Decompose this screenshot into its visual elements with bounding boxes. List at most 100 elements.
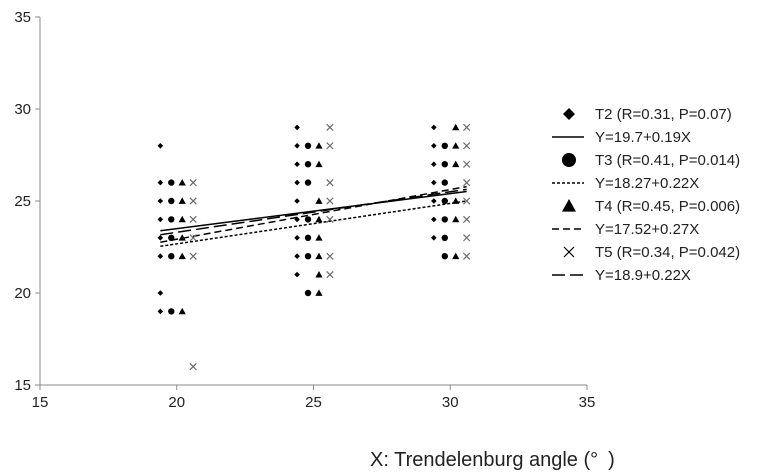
x-marker: [463, 123, 471, 132]
diamond-marker: [294, 271, 300, 278]
triangle-marker: [452, 215, 460, 223]
x-marker: [326, 215, 334, 224]
legend-label: Y=18.9+0.22X: [595, 267, 691, 284]
axes: 15 20 25 30 35 15 20 25 30 35: [14, 9, 595, 411]
circle-marker: [168, 234, 175, 241]
triangle-marker: [315, 160, 323, 168]
x-marker: [463, 234, 471, 242]
x-marker: [463, 197, 471, 205]
diamond-marker: [431, 143, 437, 149]
circle-marker: [441, 161, 448, 168]
diamond-marker: [431, 161, 437, 167]
circle-marker: [168, 197, 175, 205]
legend-label: Y=19.7+0.19X: [595, 129, 691, 146]
triangle-marker: [452, 252, 460, 260]
diamond-marker: [157, 308, 164, 315]
diamond-marker: [431, 216, 437, 223]
diamond-marker: [431, 124, 437, 131]
triangle-marker: [178, 197, 186, 204]
triangle-marker: [178, 234, 186, 241]
diamond-marker: [431, 198, 437, 204]
x-marker: [189, 234, 197, 242]
triangle-marker: [315, 215, 323, 223]
diamond-marker: [294, 124, 300, 131]
triangle-marker: [315, 234, 323, 241]
fit-lines: [160, 185, 467, 248]
triangle-marker: [178, 307, 186, 315]
triangle-marker: [178, 215, 186, 223]
circle-marker: [441, 234, 448, 241]
x-marker: [463, 252, 471, 260]
x-marker: [189, 362, 197, 371]
diamond-marker: [157, 253, 164, 259]
x-marker: [326, 197, 334, 205]
x-marker: [326, 270, 334, 279]
data-points: [157, 123, 471, 371]
triangle-marker: [452, 160, 460, 168]
diamond-marker: [157, 216, 164, 223]
x-marker: [563, 246, 575, 258]
circle-marker: [441, 197, 448, 205]
circle-marker: [304, 234, 312, 241]
diamond-marker: [294, 161, 300, 167]
diamond-marker: [157, 235, 164, 241]
diamond-marker: [294, 143, 300, 149]
fit-line: [160, 185, 467, 243]
legend-label: Y=18.27+0.22X: [595, 175, 699, 192]
y-tick-label: 30: [14, 101, 31, 118]
triangle-marker: [452, 197, 460, 204]
x-marker: [326, 178, 334, 187]
x-marker: [326, 123, 334, 132]
legend-label: T3 (R=0.41, P=0.014): [595, 152, 740, 169]
x-marker: [463, 215, 471, 224]
triangle-marker: [178, 179, 186, 186]
triangle-marker: [562, 199, 576, 212]
x-tick-label: 35: [579, 394, 596, 411]
circle-marker: [304, 289, 312, 297]
x-tick-label: 15: [32, 394, 49, 411]
x-marker: [189, 215, 197, 224]
circle-marker: [168, 179, 175, 186]
triangle-marker: [452, 142, 460, 149]
diamond-marker: [294, 235, 300, 241]
diamond-marker: [157, 290, 164, 296]
diamond-marker: [431, 179, 437, 186]
x-tick-label: 20: [168, 394, 185, 411]
x-marker: [463, 160, 471, 168]
diamond-marker: [294, 198, 300, 204]
diamond-marker: [157, 179, 164, 186]
circle-marker: [441, 253, 448, 260]
triangle-marker: [315, 142, 323, 149]
triangle-marker: [452, 123, 460, 131]
circle-marker: [168, 308, 175, 315]
circle-marker: [304, 142, 312, 149]
diamond-marker: [294, 179, 300, 186]
circle-marker: [168, 253, 175, 260]
x-marker: [326, 142, 334, 150]
circle-marker: [562, 153, 576, 167]
x-axis-label: X: Trendelenburg angle (° ): [370, 449, 615, 471]
circle-marker: [304, 216, 312, 223]
y-tick-label: 15: [14, 377, 31, 394]
triangle-marker: [315, 289, 323, 296]
x-tick-label: 25: [305, 394, 322, 411]
triangle-marker: [315, 197, 323, 204]
y-tick-label: 35: [14, 9, 31, 26]
diamond-marker: [157, 198, 164, 204]
circle-marker: [304, 253, 312, 260]
legend-label: Y=17.52+0.27X: [595, 221, 699, 238]
y-tick-label: 20: [14, 285, 31, 302]
fit-line: [160, 188, 467, 236]
diamond-marker: [294, 253, 300, 259]
circle-marker: [441, 142, 448, 149]
triangle-marker: [315, 271, 323, 278]
circle-marker: [168, 216, 175, 223]
x-marker: [189, 252, 197, 260]
diamond-marker: [563, 108, 575, 120]
circle-marker: [441, 179, 448, 186]
circle-marker: [304, 161, 312, 168]
fit-line: [160, 200, 467, 248]
y-tick-label: 25: [14, 193, 31, 210]
circle-marker: [304, 179, 312, 186]
